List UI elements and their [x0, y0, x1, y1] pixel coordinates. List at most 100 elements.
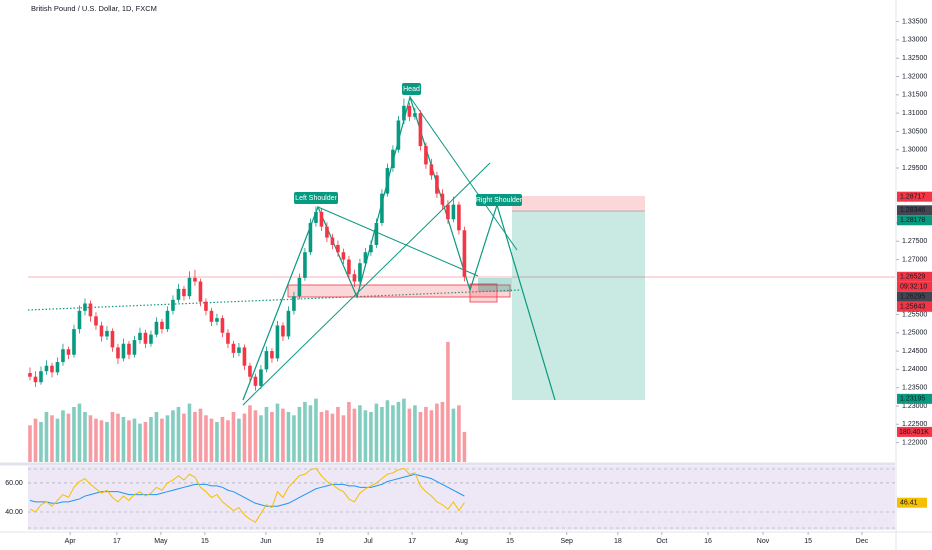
rsi-line	[29, 467, 465, 523]
y-tick-label: 1.32000	[902, 73, 927, 80]
candle-body	[270, 351, 274, 359]
volume-bar	[110, 411, 115, 462]
volume-bar	[457, 405, 461, 462]
volume-label: 180.401K	[899, 429, 929, 436]
candle-body	[149, 334, 153, 344]
candle-body	[380, 193, 384, 223]
volume-bar	[83, 411, 87, 462]
price-label: 1.23195	[900, 396, 925, 403]
y-tick-label: 1.31000	[902, 110, 927, 117]
volume-bar	[209, 418, 214, 462]
volume-bar	[143, 421, 148, 462]
volume-bar	[440, 401, 445, 462]
candle-body	[94, 316, 98, 326]
price-label-box	[897, 215, 932, 226]
annotation-box	[294, 192, 338, 204]
volume-bar	[61, 410, 65, 462]
candle-body	[418, 113, 423, 147]
volume-bar	[446, 341, 450, 462]
candle-body	[314, 211, 318, 223]
candle-body	[237, 347, 241, 353]
candle-body	[61, 349, 65, 363]
candle-body	[319, 211, 324, 227]
volume-bar	[303, 401, 307, 462]
rsi-value-box	[897, 497, 927, 508]
volume-bar	[50, 415, 54, 462]
volume-bar	[264, 406, 269, 462]
volume-bar	[226, 420, 230, 462]
volume-bar	[94, 418, 98, 462]
volume-bar	[281, 408, 285, 462]
volume-bar	[429, 410, 434, 462]
candle-body	[281, 325, 285, 337]
candle-body	[171, 299, 175, 311]
candle-body	[143, 332, 148, 344]
candle-body	[28, 373, 32, 377]
volume-bar	[286, 411, 291, 462]
price-label: 1.26529	[900, 274, 925, 281]
volume-bar	[132, 418, 137, 462]
x-tick-label: Sep	[560, 538, 573, 545]
candle-body	[336, 244, 340, 253]
x-tick-label: 18	[614, 538, 622, 545]
volume-bar	[424, 406, 428, 462]
candle-body	[176, 288, 181, 300]
candle-body	[253, 376, 258, 386]
trend-line	[409, 96, 518, 251]
candle-body	[154, 321, 159, 335]
volume-bar	[116, 413, 120, 462]
candle-body	[462, 230, 467, 277]
volume-bar	[347, 401, 351, 462]
price-label-box	[897, 291, 932, 302]
candle-body	[429, 164, 434, 176]
volume-bar	[352, 408, 357, 462]
volume-bar	[402, 398, 406, 462]
annotation-box	[476, 194, 522, 206]
volume-bar	[160, 418, 164, 462]
candle-body	[358, 263, 362, 282]
price-label-box	[897, 301, 932, 312]
annotation: Right Shoulder	[476, 197, 523, 204]
volume-bar	[325, 410, 329, 462]
volume-bar	[231, 411, 236, 462]
candle-body	[457, 204, 461, 231]
trend-line	[242, 162, 491, 406]
volume-bar	[275, 403, 280, 462]
stop-zone	[512, 196, 645, 211]
volume-bar	[55, 418, 60, 462]
annotation-box	[402, 83, 421, 95]
volume-bar	[396, 401, 401, 462]
candle-body	[72, 329, 76, 355]
y-tick-label: 1.30000	[902, 147, 927, 154]
candle-body	[182, 288, 186, 297]
rsi-tick-label: 60.00	[5, 480, 23, 487]
candle-body	[446, 204, 450, 220]
candle-body	[308, 222, 313, 253]
volume-bar	[154, 411, 159, 462]
volume-bar	[28, 425, 32, 462]
x-tick-label: 19	[316, 538, 324, 545]
price-label-box	[897, 191, 932, 202]
volume-bar	[462, 431, 467, 462]
volume-bar	[198, 408, 203, 462]
x-tick-label: May	[154, 538, 168, 545]
candle-body	[110, 330, 115, 348]
x-tick-label: Aug	[455, 538, 468, 545]
chart-title: British Pound / U.S. Dollar, 1D, FXCM	[31, 4, 157, 13]
volume-bar	[171, 410, 175, 462]
x-tick-label: 16	[704, 538, 712, 545]
x-tick-label: Oct	[656, 538, 667, 545]
y-tick-label: 1.23500	[902, 385, 927, 392]
volume-bar	[363, 410, 368, 462]
candle-body	[193, 277, 197, 282]
candle-body	[215, 318, 219, 322]
volume-bar	[77, 403, 82, 462]
y-tick-label: 1.27000	[902, 256, 927, 263]
candle-body	[424, 146, 428, 165]
candle-body	[55, 362, 60, 373]
volume-bar	[418, 411, 423, 462]
volume-bar	[88, 415, 93, 462]
price-label: 1.28178	[900, 217, 925, 224]
volume-bar	[374, 403, 379, 462]
candle-body	[297, 277, 302, 297]
